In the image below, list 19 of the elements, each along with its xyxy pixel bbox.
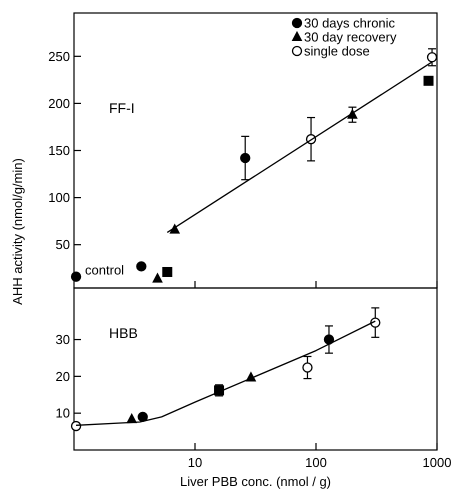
annotation: FF-I xyxy=(109,100,135,116)
annotation: HBB xyxy=(109,325,138,341)
y-tick-label: 30 xyxy=(56,332,70,348)
y-tick-label: 200 xyxy=(48,96,70,111)
x-tick-label: 100 xyxy=(305,455,327,470)
y-tick-label: 20 xyxy=(56,368,70,384)
y-tick-label: 100 xyxy=(48,190,70,206)
x-tick-label: 10 xyxy=(188,455,202,470)
annotation: control xyxy=(85,262,124,278)
x-axis-title: Liver PBB conc. (nmol / g) xyxy=(180,474,331,489)
y-tick-label: 250 xyxy=(48,48,70,64)
legend-label: single dose xyxy=(304,44,370,59)
y-tick-label: 150 xyxy=(48,143,70,158)
y-axis-title: AHH activity (nmol/g/min) xyxy=(10,158,25,305)
x-tick-label: 1000 xyxy=(422,455,452,470)
legend-label: 30 day recovery xyxy=(304,30,397,45)
y-tick-label: 50 xyxy=(56,237,70,252)
y-tick-label: 10 xyxy=(56,406,70,421)
legend-label: 30 days chronic xyxy=(304,16,396,31)
